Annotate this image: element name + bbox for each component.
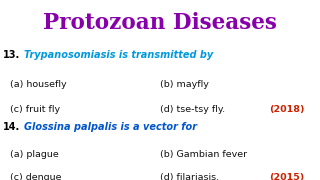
Text: (a) housefly: (a) housefly bbox=[10, 80, 66, 89]
Text: Protozoan Diseases: Protozoan Diseases bbox=[43, 12, 277, 34]
Text: Trypanosomiasis is transmitted by: Trypanosomiasis is transmitted by bbox=[24, 50, 213, 60]
Text: (d) filariasis.: (d) filariasis. bbox=[160, 173, 219, 180]
Text: (a) plague: (a) plague bbox=[10, 150, 58, 159]
Text: (c) dengue: (c) dengue bbox=[10, 173, 61, 180]
Text: Glossina palpalis is a vector for: Glossina palpalis is a vector for bbox=[24, 122, 197, 132]
Text: 13.: 13. bbox=[3, 50, 20, 60]
Text: (2015): (2015) bbox=[269, 173, 304, 180]
Text: (b) mayfly: (b) mayfly bbox=[160, 80, 209, 89]
Text: 14.: 14. bbox=[3, 122, 20, 132]
Text: (c) fruit fly: (c) fruit fly bbox=[10, 105, 60, 114]
Text: (d) tse-tsy fly.: (d) tse-tsy fly. bbox=[160, 105, 225, 114]
Text: (2018): (2018) bbox=[269, 105, 304, 114]
Text: (b) Gambian fever: (b) Gambian fever bbox=[160, 150, 247, 159]
